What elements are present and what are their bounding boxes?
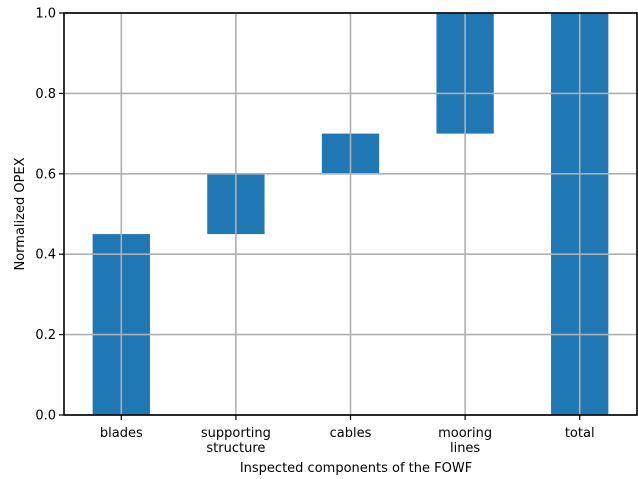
y-tick-label: 0.0 — [35, 409, 56, 424]
y-tick-label: 0.2 — [35, 328, 56, 343]
x-tick-label: total — [565, 426, 595, 441]
y-tick-label: 0.8 — [35, 87, 56, 102]
x-tick-label: supporting structure — [201, 426, 271, 456]
x-tick-label: mooring lines — [438, 426, 492, 456]
y-tick-label: 0.4 — [35, 248, 56, 263]
x-ticks: blades supporting structure cables mooring li… — [100, 415, 595, 456]
x-tick-label: cables — [330, 426, 372, 441]
y-tick-label: 1.0 — [35, 7, 56, 22]
x-axis-label: Inspected components of the FOWF — [240, 461, 472, 476]
x-tick-label: blades — [100, 426, 143, 441]
y-tick-label: 0.6 — [35, 167, 56, 182]
y-axis-label: Normalized OPEX — [13, 157, 28, 270]
y-ticks: 0.0 0.2 0.4 0.6 0.8 1.0 — [35, 7, 64, 424]
